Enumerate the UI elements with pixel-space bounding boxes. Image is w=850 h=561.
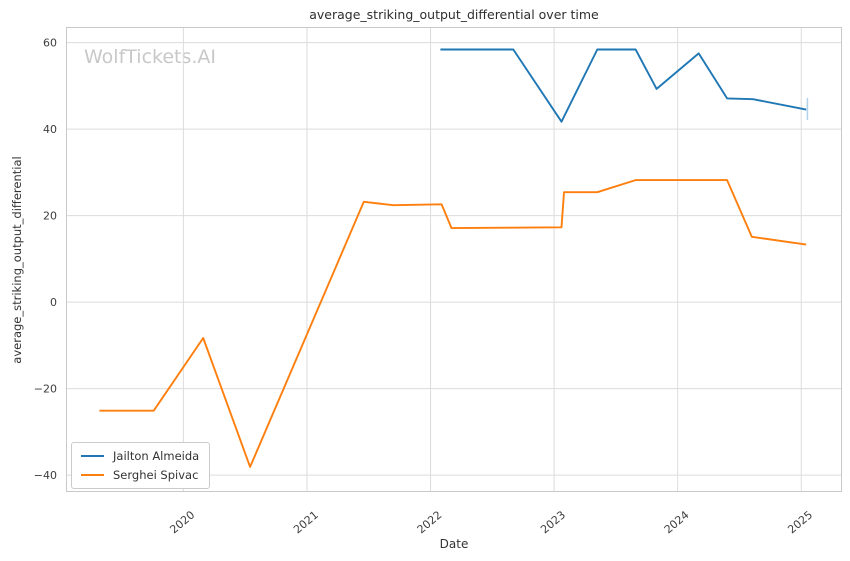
x-tick-label: 2022 [415,508,445,536]
x-tick-label: 2024 [662,508,692,536]
legend-label: Serghei Spivac [113,468,199,482]
y-tick-label: −40 [34,469,57,482]
x-tick-label: 2025 [785,508,815,536]
series-line-jailton-almeida [440,48,807,123]
series-line-serghei-spivac [99,179,807,468]
x-tick-label: 2023 [538,508,568,536]
y-tick-label: 40 [43,123,57,136]
legend-item-serghei-spivac: Serghei Spivac [81,468,199,482]
legend-line-swatch-orange [81,474,104,476]
plot-area: 60 40 20 0 −20 −40 2020 2021 2022 2023 2024 2025 [34,27,842,536]
legend-item-jailton-almeida: Jailton Almeida [81,449,199,463]
x-tick-label: 2021 [291,508,321,536]
y-tick-label: 20 [43,210,57,223]
y-tick-label: 60 [43,37,57,50]
x-axis-label: Date [439,537,469,551]
y-tick-label: −20 [34,383,57,396]
legend-line-swatch-blue [81,455,104,457]
legend-label: Jailton Almeida [113,449,200,463]
y-tick-label: 0 [50,296,57,309]
x-tick-label: 2020 [168,508,198,536]
y-axis-label: average_striking_output_differential [10,156,24,364]
chart-title: average_striking_output_differential ove… [309,7,599,22]
plot-frame [66,27,842,492]
legend: Jailton Almeida Serghei Spivac [71,442,211,489]
